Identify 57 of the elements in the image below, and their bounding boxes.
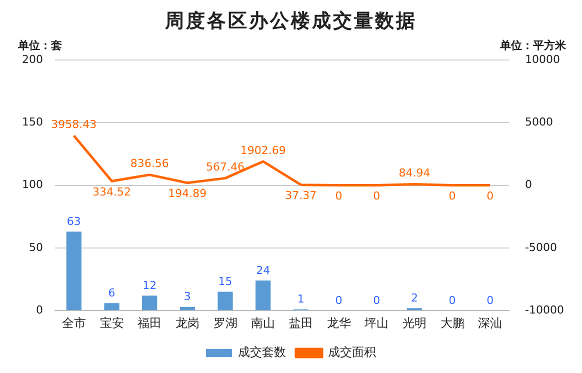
data-label: 0 [373,294,380,307]
y2-tick-label: 0 [525,178,532,192]
data-label: 12 [142,278,157,292]
data-label: 1 [297,292,304,306]
y2-tick-label: -10000 [525,303,564,316]
x-tick-label: 大鹏 [440,316,464,330]
bar [218,292,233,310]
y-tick-label: 150 [22,116,43,129]
data-label: 0 [448,190,456,203]
data-label: 334.52 [92,185,131,198]
data-label: 3 [184,290,191,304]
y-tick-label: 0 [36,303,43,316]
data-label: 0 [373,190,380,203]
x-tick-label: 福田 [138,316,162,330]
x-tick-label: 坪山 [364,316,389,330]
y-tick-label: 200 [22,52,43,66]
y2-tick-label: 5000 [525,116,554,129]
data-label: 0 [486,190,494,203]
legend-label: 成交面积 [328,345,376,360]
data-label: 63 [66,215,81,228]
bar [142,296,158,310]
data-label: 1902.69 [240,144,286,157]
data-label: 0 [335,190,342,203]
chart-title: 周度各区办公楼成交量数据 [164,9,418,34]
x-tick-label: 光明 [402,316,426,330]
y2-tick-label: -5000 [525,240,558,254]
data-label: 194.89 [168,187,207,200]
bar [104,303,120,310]
data-label: 15 [218,275,232,288]
x-tick-label: 深汕 [478,316,502,330]
x-tick-label: 宝安 [100,316,124,330]
data-label: 37.37 [285,189,317,202]
y-tick-label: 100 [22,178,43,192]
data-label: 84.94 [398,166,430,180]
data-label: 6 [108,286,116,300]
data-label: 2 [410,291,418,304]
x-tick-label: 盐田 [288,316,313,330]
x-tick-label: 罗湖 [213,316,238,330]
bar [66,232,82,310]
data-label: 0 [486,294,494,307]
data-label: 0 [335,294,342,307]
x-tick-label: 龙华 [326,316,351,330]
y2-axis-title: 单位：平方米 [499,38,567,52]
bar [256,280,271,310]
y-tick-label: 50 [28,240,43,254]
x-tick-label: 龙岗 [175,316,200,330]
y2-tick-label: 10000 [525,52,560,66]
data-label: 567.46 [206,160,245,174]
data-label: 836.56 [130,157,169,170]
bar [180,306,195,310]
y-axis-title: 单位：套 [17,38,62,52]
data-label: 24 [256,264,270,277]
legend-label: 成交套数 [238,345,286,360]
x-tick-label: 全市 [62,316,86,330]
data-label: 3958.43 [51,118,97,132]
data-label: 0 [448,294,456,307]
x-tick-label: 南山 [251,316,276,330]
